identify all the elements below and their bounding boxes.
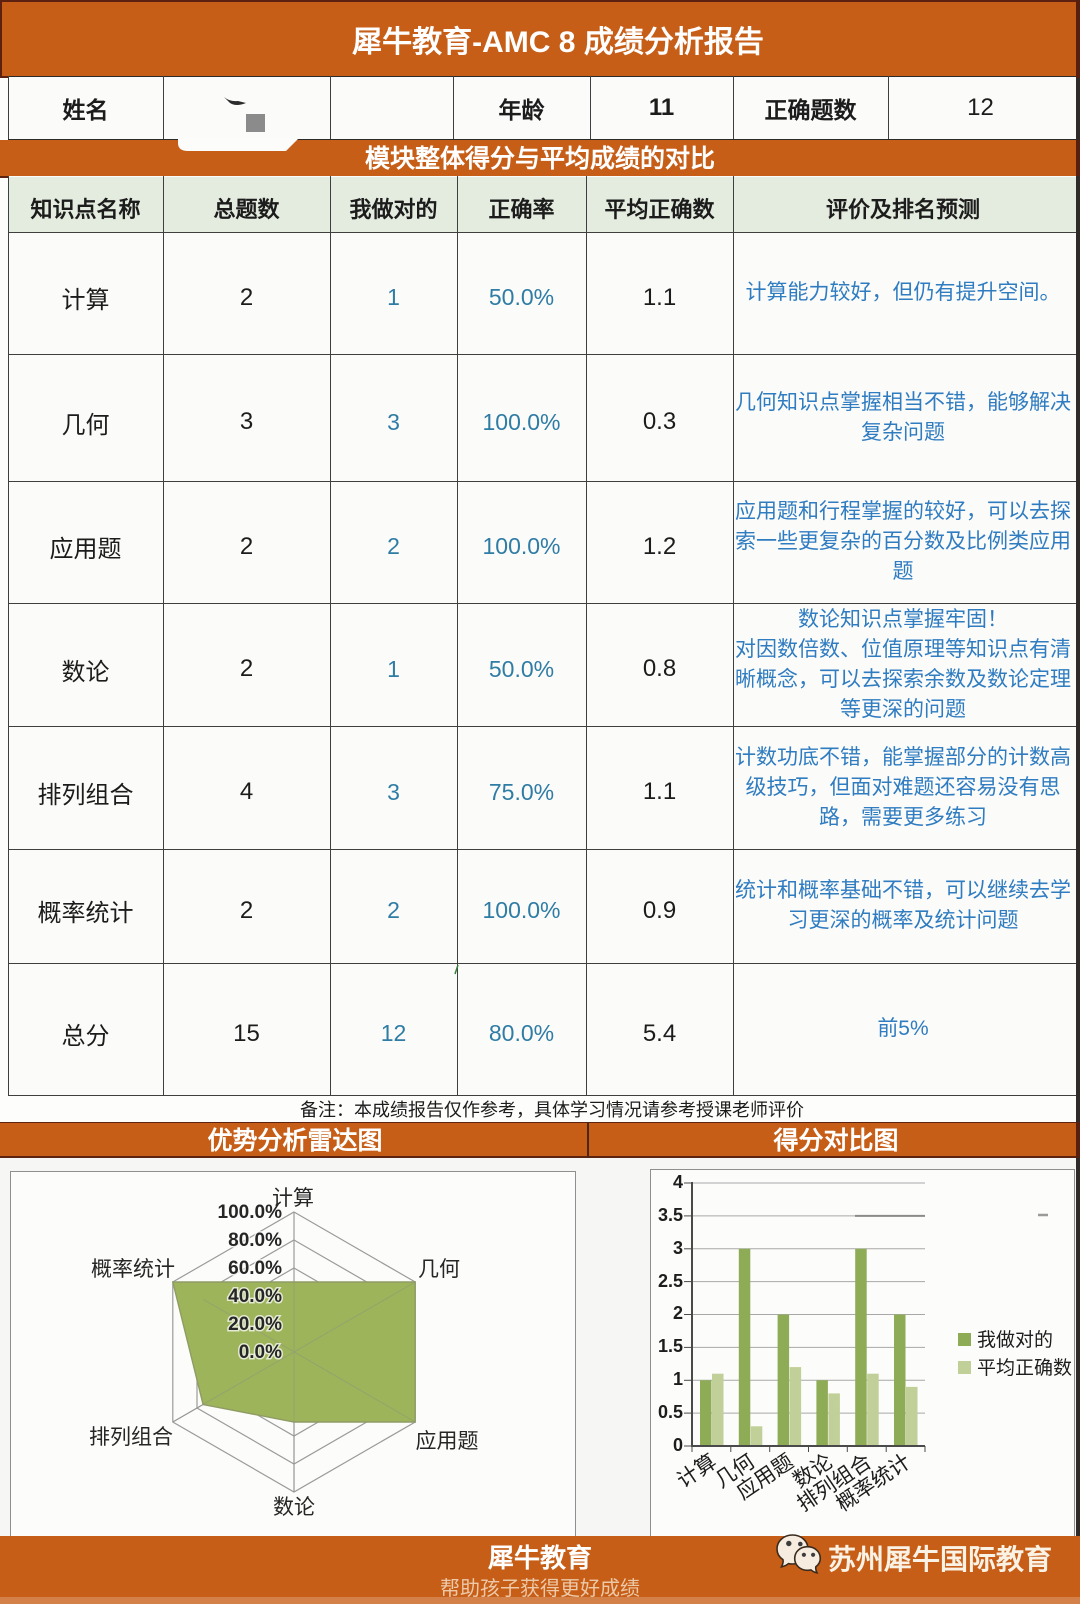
svg-text:概率统计: 概率统计: [91, 1258, 175, 1281]
svg-text:平均正确数: 平均正确数: [977, 1357, 1072, 1379]
svg-text:100.0%: 100.0%: [218, 1202, 283, 1223]
svg-text:应用题: 应用题: [416, 1430, 479, 1453]
svg-text:3: 3: [673, 1238, 683, 1258]
svg-text:计算: 计算: [272, 1187, 314, 1210]
svg-text:4: 4: [673, 1172, 683, 1192]
svg-text:2: 2: [673, 1303, 683, 1323]
svg-text:排列组合: 排列组合: [89, 1426, 173, 1449]
svg-text:2.5: 2.5: [658, 1271, 683, 1291]
svg-text:80.0%: 80.0%: [228, 1230, 282, 1251]
svg-text:数论: 数论: [273, 1496, 315, 1519]
svg-text:0: 0: [673, 1435, 683, 1455]
svg-text:40.0%: 40.0%: [228, 1286, 282, 1307]
svg-text:1.5: 1.5: [658, 1336, 683, 1356]
svg-text:1: 1: [673, 1369, 683, 1389]
svg-text:0.0%: 0.0%: [239, 1342, 282, 1363]
svg-text:我做对的: 我做对的: [977, 1329, 1053, 1351]
svg-text:20.0%: 20.0%: [228, 1314, 282, 1335]
svg-text:0.5: 0.5: [658, 1402, 683, 1422]
svg-text:3.5: 3.5: [658, 1205, 683, 1225]
svg-text:几何: 几何: [418, 1258, 460, 1281]
svg-text:60.0%: 60.0%: [228, 1258, 282, 1279]
